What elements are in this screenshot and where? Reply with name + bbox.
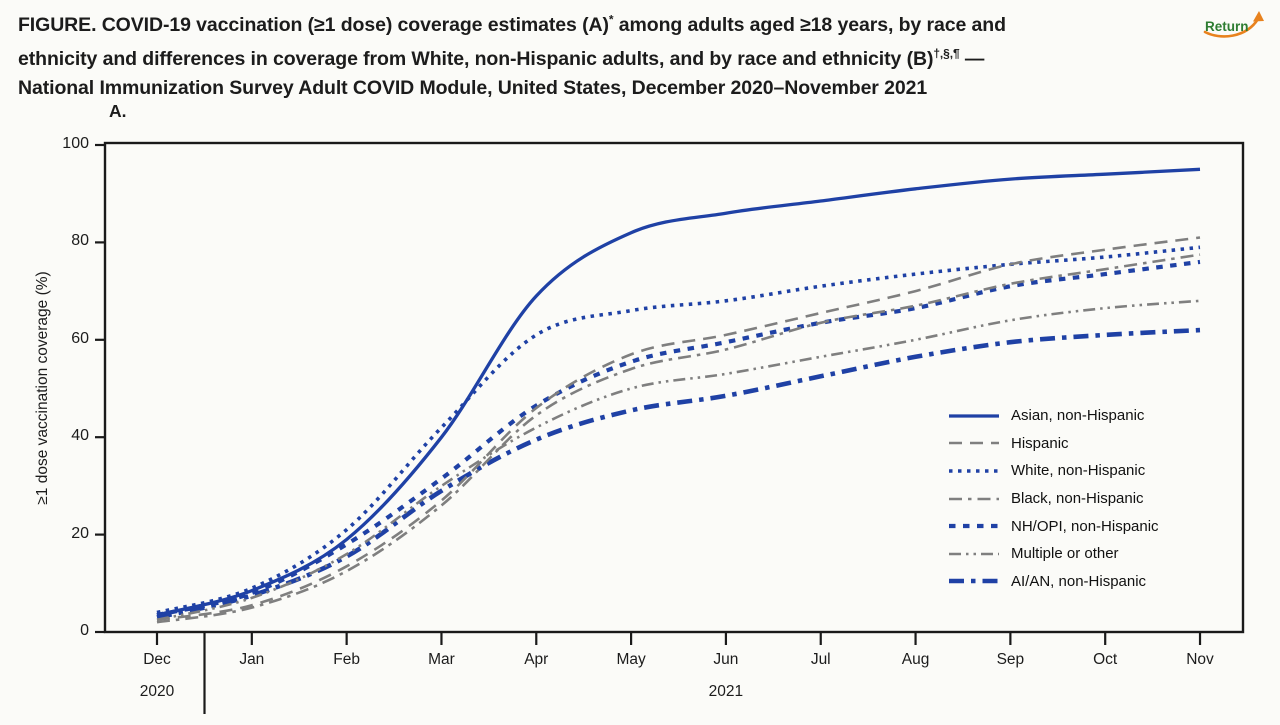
- legend-swatch-ai-an-non-hispanic: [949, 579, 999, 584]
- y-tick-label-40: 40: [71, 427, 89, 445]
- x-tick-label-oct: Oct: [1093, 651, 1118, 668]
- return-link[interactable]: Return: [1202, 8, 1268, 46]
- x-tick-label-may: May: [616, 651, 646, 668]
- series-line-black-non-hispanic: [156, 253, 1201, 624]
- legend-item-nh-opi-non-hispanic: NH/OPI, non-Hispanic: [948, 512, 1159, 540]
- plot-frame: [103, 141, 1245, 634]
- legend-swatch-white-non-hispanic: [949, 469, 999, 473]
- figure-title: FIGURE. COVID-19 vaccination (≥1 dose) c…: [18, 5, 1198, 103]
- return-label[interactable]: Return: [1205, 19, 1249, 34]
- legend-swatch-asian-non-hispanic: [949, 414, 999, 418]
- legend-label-white-non-hispanic: White, non-Hispanic: [1011, 462, 1146, 480]
- x-tick-label-dec: Dec: [143, 651, 171, 668]
- y-tick-label-80: 80: [71, 232, 89, 250]
- x-tick-label-mar: Mar: [428, 651, 455, 668]
- title-line-3: National Immunization Survey Adult COVID…: [18, 77, 928, 99]
- x-tick-label-sep: Sep: [996, 651, 1025, 668]
- legend-swatch-black-non-hispanic: [949, 497, 999, 500]
- series-line-ai-an-non-hispanic: [156, 327, 1201, 620]
- series-line-asian-non-hispanic: [156, 167, 1201, 617]
- return-arrow-icon: [1203, 11, 1264, 38]
- legend-item-black-non-hispanic: Black, non-Hispanic: [948, 485, 1159, 513]
- series-line-multiple-or-other: [156, 299, 1201, 622]
- legend-item-multiple-or-other: Multiple or other: [948, 540, 1159, 568]
- panel-label: A.: [109, 101, 127, 121]
- title-line-2: ethnicity and differences in coverage fr…: [18, 46, 985, 71]
- legend-item-hispanic: Hispanic: [948, 430, 1159, 458]
- x-tick-label-jun: Jun: [713, 651, 739, 668]
- y-tick-label-20: 20: [71, 524, 89, 542]
- legend-item-asian-non-hispanic: Asian, non-Hispanic: [948, 402, 1159, 430]
- title-line-1: FIGURE. COVID-19 vaccination (≥1 dose) c…: [18, 12, 1006, 36]
- x-tick-label-apr: Apr: [524, 651, 549, 668]
- y-tick-label-60: 60: [71, 329, 89, 347]
- year-label-2020: 2020: [139, 683, 175, 700]
- series-line-hispanic: [156, 236, 1201, 622]
- legend-label-nh-opi-non-hispanic: NH/OPI, non-Hispanic: [1011, 517, 1159, 535]
- x-tick-label-aug: Aug: [901, 651, 930, 668]
- legend-label-black-non-hispanic: Black, non-Hispanic: [1011, 490, 1144, 508]
- x-tick-label-jan: Jan: [239, 651, 265, 668]
- legend-label-hispanic: Hispanic: [1011, 434, 1069, 452]
- y-tick-label-100: 100: [62, 135, 89, 152]
- legend-item-white-non-hispanic: White, non-Hispanic: [948, 457, 1159, 485]
- legend: Asian, non-Hispanic Hispanic White, non-Hi…: [948, 402, 1159, 595]
- x-tick-label-nov: Nov: [1186, 651, 1214, 668]
- legend-label-ai-an-non-hispanic: AI/AN, non-Hispanic: [1011, 572, 1147, 590]
- legend-swatch-multiple-or-other: [949, 552, 999, 556]
- x-tick-label-feb: Feb: [333, 651, 360, 668]
- x-tick-label-jul: Jul: [810, 651, 831, 668]
- legend-item-ai-an-non-hispanic: AI/AN, non-Hispanic: [948, 568, 1159, 596]
- legend-label-multiple-or-other: Multiple or other: [1011, 545, 1119, 563]
- year-label-2021: 2021: [708, 683, 744, 700]
- legend-swatch-hispanic: [949, 442, 999, 445]
- legend-label-asian-non-hispanic: Asian, non-Hispanic: [1011, 407, 1145, 425]
- y-tick-label-0: 0: [80, 622, 89, 639]
- legend-swatch-nh-opi-non-hispanic: [949, 524, 999, 529]
